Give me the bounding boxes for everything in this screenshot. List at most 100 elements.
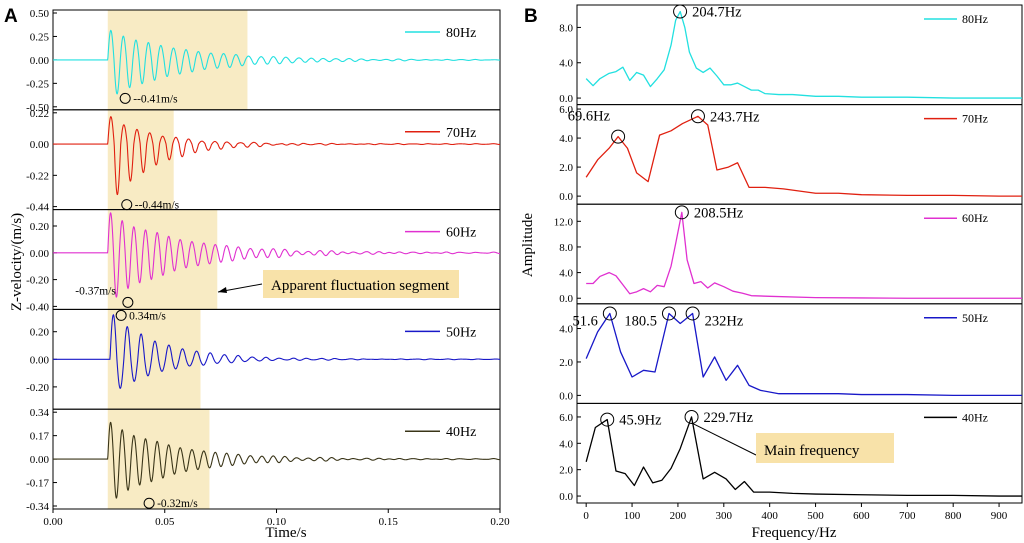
y-tick-label: 0.00 xyxy=(30,454,50,466)
y-tick-label: -0.34 xyxy=(26,501,49,513)
y-tick-label: 0.20 xyxy=(30,327,50,339)
peak-marker-40Hz xyxy=(600,412,615,427)
y-tick-label: 0.0 xyxy=(559,390,573,402)
y-tick-label: 4.0 xyxy=(559,268,573,280)
peak-marker-80Hz xyxy=(119,92,131,104)
x-tick-label: 400 xyxy=(761,510,778,522)
peak-value-80Hz: --0.41m/s xyxy=(133,93,178,105)
y-tick-label: 0.25 xyxy=(30,31,50,43)
panel-b-subplot-50Hz: 0.0 2.0 4.051.6 180.5 232Hz 50Hz xyxy=(559,303,1023,404)
main-frequency-callout: Main frequency xyxy=(756,433,894,463)
panel-b-x-axis-title: Frequency/Hz xyxy=(752,525,837,541)
legend-label-40Hz: 40Hz xyxy=(962,410,988,424)
y-tick-label: 2.0 xyxy=(559,162,573,174)
fluctuation-segment-callout: Apparent fluctuation segment xyxy=(217,270,459,298)
peak-label-40Hz: 45.9Hz xyxy=(619,413,662,429)
peak-value-50Hz: 0.34m/s xyxy=(129,310,166,322)
spectrum-70Hz xyxy=(585,115,1022,197)
y-tick-label: 4.0 xyxy=(559,324,573,336)
peak-marker-80Hz xyxy=(673,4,688,19)
main-frequency-label-box xyxy=(756,433,894,463)
peak-marker-70Hz xyxy=(690,109,705,124)
peak-label-70Hz: 69.6Hz xyxy=(568,109,611,125)
panel-a-subplot-70Hz: 0.22 0.00 -0.22 -0.44 --0.44m/s 70Hz xyxy=(26,108,501,214)
x-tick-label: 0.05 xyxy=(155,516,175,528)
peak-label-70Hz: 243.7Hz xyxy=(710,109,760,125)
peak-marker-50Hz xyxy=(661,306,676,321)
x-tick-label: 300 xyxy=(716,510,733,522)
y-tick-label: 2.0 xyxy=(559,465,573,477)
y-tick-label: 0.22 xyxy=(30,108,49,120)
legend-label-70Hz: 70Hz xyxy=(446,126,476,141)
y-tick-label: -0.40 xyxy=(26,301,49,313)
y-tick-label: 0.17 xyxy=(30,431,50,443)
panel-a-y-axis-title: Z-velocity/(m/s) xyxy=(9,213,25,311)
peak-value-60Hz: -0.37m/s xyxy=(75,285,116,297)
peak-label-50Hz: 232Hz xyxy=(705,313,744,329)
peak-marker-60Hz xyxy=(674,205,689,220)
fluctuation-segment-label-box xyxy=(263,270,459,298)
panel-a-x-axis-title: Time/s xyxy=(265,525,306,541)
peak-label-50Hz: 180.5 xyxy=(624,313,657,329)
x-tick-label: 700 xyxy=(899,510,916,522)
y-tick-label: 8.0 xyxy=(559,242,573,254)
spectrum-60Hz xyxy=(586,211,1022,299)
panel-b-label: B xyxy=(524,6,538,27)
y-tick-label: 8.0 xyxy=(559,22,573,34)
highlight-band-60Hz xyxy=(107,209,218,310)
fluctuation-segment-label: Apparent fluctuation segment xyxy=(271,278,450,294)
y-tick-label: -0.20 xyxy=(26,275,49,287)
panel-b-subplot-80Hz: 0.0 4.0 8.0 204.7Hz 80Hz xyxy=(559,4,1023,106)
legend-label-60Hz: 60Hz xyxy=(962,211,988,225)
y-tick-label: 0.00 xyxy=(30,55,50,67)
y-tick-label: 4.0 xyxy=(559,58,573,70)
spectrum-50Hz xyxy=(585,312,1022,397)
waveform-50Hz xyxy=(53,313,501,389)
panel-a-label: A xyxy=(4,6,18,27)
y-tick-label: -0.17 xyxy=(26,478,49,490)
x-tick-label: 0.10 xyxy=(267,516,287,528)
y-tick-label: 6.0 xyxy=(559,412,573,424)
x-tick-label: 500 xyxy=(807,510,824,522)
highlight-band-50Hz xyxy=(107,309,201,410)
panel-a-subplot-40Hz: 0.34 0.17 0.00 -0.17 -0.34 -0.32m/s 40Hz xyxy=(26,407,501,513)
y-tick-label: 0.50 xyxy=(30,8,50,20)
panel-b-y-axis-title: Amplitude xyxy=(520,213,536,278)
legend-label-40Hz: 40Hz xyxy=(446,425,476,440)
highlight-band-70Hz xyxy=(107,109,174,210)
panel-b-subplot-60Hz: 0.0 4.0 8.0 12.0 208.5Hz 60Hz xyxy=(554,203,1023,305)
panel-a: 0.500.250.00-0.25-0.50--0.41m/s80Hz0.220… xyxy=(26,8,510,528)
panel-a-subplot-50Hz: 0.20 0.00 -0.20 0.34m/s 50Hz xyxy=(26,308,501,410)
legend-label-50Hz: 50Hz xyxy=(446,325,476,340)
spectrum-80Hz xyxy=(585,10,1022,99)
x-tick-label: 100 xyxy=(624,510,641,522)
peak-value-40Hz: -0.32m/s xyxy=(157,498,198,510)
peak-marker-40Hz xyxy=(143,497,155,509)
y-tick-label: -0.44 xyxy=(26,202,49,214)
x-tick-label: 0 xyxy=(583,510,589,522)
main-frequency-leader xyxy=(691,422,757,456)
spectrum-40Hz xyxy=(585,416,1022,497)
y-tick-label: -0.22 xyxy=(26,170,49,182)
subplot-frame xyxy=(576,104,1023,205)
peak-marker-50Hz xyxy=(685,306,700,321)
peak-marker-50Hz xyxy=(115,309,127,321)
legend-label-60Hz: 60Hz xyxy=(446,226,476,241)
y-tick-label: 0.00 xyxy=(30,248,50,260)
fluctuation-segment-arrowhead xyxy=(218,287,227,293)
y-tick-label: 4.0 xyxy=(559,438,573,450)
x-tick-label: 0.00 xyxy=(43,516,63,528)
peak-label-60Hz: 208.5Hz xyxy=(694,205,744,221)
peak-marker-60Hz xyxy=(122,296,134,308)
y-tick-label: 0.34 xyxy=(30,407,50,419)
peak-value-70Hz: --0.44m/s xyxy=(135,200,180,212)
waveform-80Hz xyxy=(53,29,501,95)
y-tick-label: -0.20 xyxy=(26,382,49,394)
peak-label-80Hz: 204.7Hz xyxy=(692,5,742,21)
x-tick-label: 0.20 xyxy=(490,516,510,528)
x-tick-label: 800 xyxy=(945,510,962,522)
y-tick-label: -0.25 xyxy=(26,78,49,90)
waveform-40Hz xyxy=(53,421,501,499)
y-tick-label: 4.0 xyxy=(559,133,573,145)
